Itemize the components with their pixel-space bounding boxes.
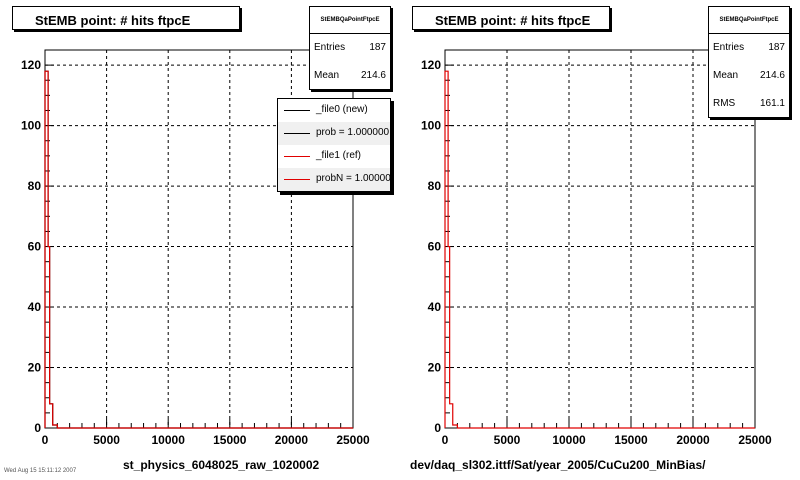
- stats-value: 187: [369, 42, 386, 53]
- x-tick-label: 0: [442, 433, 449, 447]
- x-tick-label: 10000: [552, 433, 586, 447]
- plot-frame: [444, 49, 756, 429]
- stats-label: RMS: [713, 98, 736, 109]
- y-tick-label: 120: [21, 58, 41, 72]
- stats-row-rms: RMS 161.1: [709, 90, 789, 118]
- x-tick-label: 25000: [336, 433, 370, 447]
- stats-name: StEMBQaPointFtpcE: [310, 7, 390, 34]
- histogram-series: [444, 70, 755, 429]
- plot-title-right: StEMB point: # hits ftpcE: [412, 6, 610, 30]
- y-tick-label: 60: [428, 240, 442, 254]
- x-tick-label: 5000: [93, 433, 120, 447]
- y-tick-label: 80: [428, 179, 442, 193]
- stats-row-entries: Entries 187: [709, 34, 789, 62]
- legend-line-probn: [284, 179, 310, 180]
- legend-box: _file0 (new) prob = 1.000000 _file1 (ref…: [277, 98, 391, 192]
- stats-name: StEMBQaPointFtpcE: [709, 7, 789, 34]
- legend-label: prob = 1.000000: [316, 127, 390, 138]
- stats-box-left: StEMBQaPointFtpcE Entries 187 Mean 214.6: [309, 6, 391, 90]
- footer-timestamp: Wed Aug 15 15:11:12 2007: [4, 468, 77, 474]
- y-tick-label: 0: [434, 421, 441, 435]
- x-tick-label: 25000: [738, 433, 772, 447]
- legend-entry-new: _file0 (new): [278, 99, 390, 122]
- plot-title-left: StEMB point: # hits ftpcE: [12, 6, 240, 30]
- stats-row-entries: Entries 187: [310, 34, 390, 62]
- stats-value: 161.1: [759, 98, 785, 109]
- stats-row-mean: Mean 214.6: [310, 62, 390, 90]
- stats-value: 187: [768, 42, 785, 53]
- legend-label: probN = 1.000000: [316, 173, 391, 184]
- x-tick-label: 20000: [676, 433, 710, 447]
- y-tick-label: 60: [28, 240, 42, 254]
- stats-label: Entries: [314, 42, 346, 53]
- legend-entry-probn: probN = 1.000000: [278, 168, 390, 191]
- y-tick-label: 100: [21, 119, 41, 133]
- x-tick-label: 15000: [213, 433, 247, 447]
- stats-value: 214.6: [360, 70, 386, 81]
- stats-row-mean: Mean 214.6: [709, 62, 789, 90]
- x-tick-label: 10000: [152, 433, 186, 447]
- y-tick-label: 0: [34, 421, 41, 435]
- y-tick-label: 20: [428, 361, 442, 375]
- x-axis-title-right: dev/daq_sl302.ittf/Sat/year_2005/CuCu200…: [410, 458, 706, 472]
- stats-label: Entries: [713, 42, 745, 53]
- y-tick-label: 120: [421, 58, 441, 72]
- stats-box-right: StEMBQaPointFtpcE Entries 187 Mean 214.6…: [708, 6, 790, 118]
- y-tick-label: 80: [28, 179, 42, 193]
- x-tick-label: 20000: [275, 433, 309, 447]
- legend-line-ref: [284, 156, 310, 157]
- legend-line-new: [284, 110, 310, 111]
- x-tick-label: 0: [42, 433, 49, 447]
- stats-label: Mean: [314, 70, 340, 81]
- y-tick-label: 40: [428, 300, 442, 314]
- x-tick-label: 15000: [614, 433, 648, 447]
- legend-entry-prob: prob = 1.000000: [278, 122, 390, 145]
- x-tick-label: 5000: [494, 433, 521, 447]
- x-axis-title-left: st_physics_6048025_raw_1020002: [123, 458, 320, 472]
- histogram-series: [44, 70, 353, 429]
- y-tick-label: 100: [421, 119, 441, 133]
- legend-label: _file0 (new): [316, 104, 368, 115]
- legend-entry-ref: _file1 (ref): [278, 145, 390, 168]
- stats-label: Mean: [713, 70, 739, 81]
- stats-value: 214.6: [759, 70, 785, 81]
- legend-label: _file1 (ref): [316, 150, 362, 161]
- y-tick-label: 40: [28, 300, 42, 314]
- y-tick-label: 20: [28, 361, 42, 375]
- legend-line-prob: [284, 133, 310, 134]
